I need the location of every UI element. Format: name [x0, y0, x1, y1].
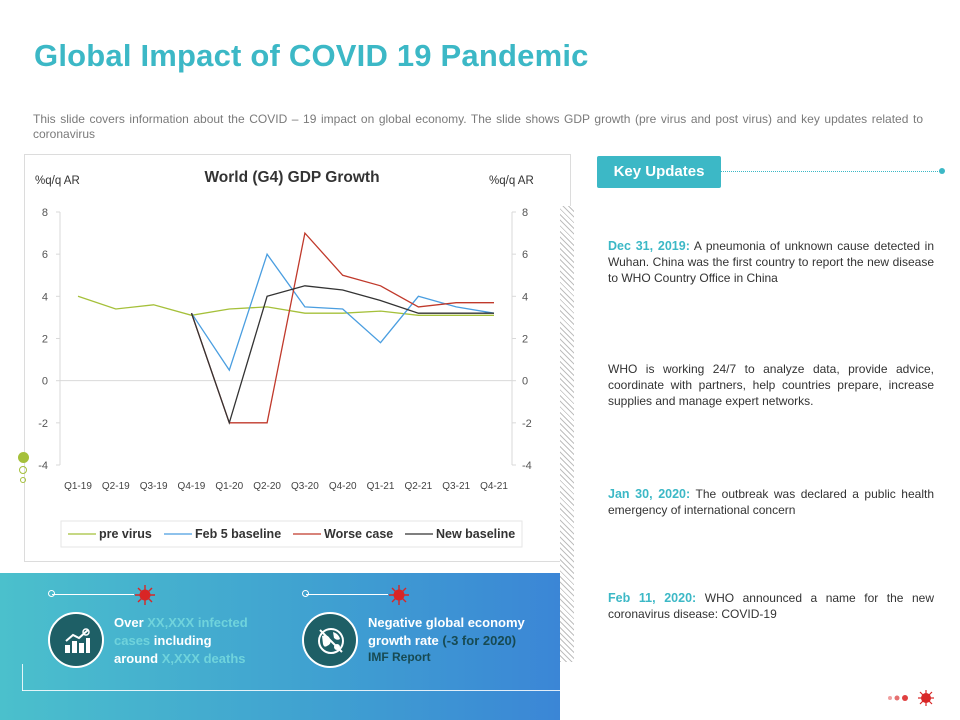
y-tick-label-right: -2 — [522, 418, 532, 430]
update-text: The outbreak was declared a public healt… — [608, 487, 934, 517]
series-line — [77, 295, 494, 316]
update-item-4: Feb 11, 2020: WHO announced a name for t… — [608, 590, 934, 622]
legend-label: Feb 5 baseline — [195, 527, 281, 541]
page-subtitle: This slide covers information about the … — [33, 112, 923, 141]
x-tick-label: Q4-21 — [480, 481, 508, 492]
series-line — [190, 252, 495, 372]
ring-marker — [302, 590, 309, 597]
key-updates-rule — [716, 171, 944, 172]
stat-text-growth-rate: growth rate — [368, 633, 439, 648]
banner-rule-right — [569, 664, 570, 691]
virus-icon — [389, 585, 409, 605]
legend-box — [60, 520, 523, 548]
update-date: Jan 30, 2020: — [608, 487, 691, 501]
update-text: WHO announced a name for the new coronav… — [608, 591, 934, 621]
series-line — [190, 285, 494, 425]
y-tick-label-right: -4 — [522, 460, 532, 472]
y-tick-label-right: 2 — [522, 334, 528, 346]
x-tick-label: Q1-20 — [215, 481, 243, 492]
stat-text-including: including — [153, 633, 212, 648]
corner-decoration — [888, 690, 934, 706]
decorative-dots — [17, 452, 29, 486]
y-tick-label-left: 2 — [42, 334, 48, 346]
update-text: WHO is working 24/7 to analyze data, pro… — [608, 362, 934, 408]
dot-large — [17, 452, 29, 463]
stat-text-source: IMF Report — [368, 650, 431, 664]
x-tick-label: Q1-21 — [367, 481, 395, 492]
page-title: Global Impact of COVID 19 Pandemic — [34, 38, 589, 73]
update-text: A pneumonia of unknown cause detected in… — [608, 239, 934, 285]
virus-icon — [135, 585, 155, 605]
banner-rule-left — [22, 664, 23, 691]
stat-text-value: (-3 for 2020) — [442, 633, 517, 648]
connector-line — [52, 594, 134, 595]
y-tick-label-right: 6 — [522, 249, 528, 261]
connector-line — [306, 594, 388, 595]
y-tick-label-left: 8 — [42, 207, 48, 219]
y-tick-label-right: 4 — [522, 291, 528, 303]
y-tick-label-left: 6 — [42, 249, 48, 261]
y-axis-label-right: %q/q AR — [489, 175, 534, 187]
key-updates-dot — [939, 168, 945, 174]
x-tick-label: Q1-19 — [64, 481, 92, 492]
stat-text-negative: Negative global economy — [368, 615, 525, 630]
dot-small — [20, 477, 26, 483]
x-tick-label: Q4-20 — [329, 481, 357, 492]
x-tick-label: Q2-20 — [253, 481, 281, 492]
y-axis-label-left: %q/q AR — [35, 175, 80, 187]
stat-economy-text: Negative global economy growth rate (-3 … — [368, 614, 556, 664]
update-item-3: Jan 30, 2020: The outbreak was declared … — [608, 486, 934, 518]
globe-virus-icon — [302, 612, 358, 668]
legend-label: Worse case — [324, 527, 393, 541]
gdp-line-chart: World (G4) GDP Growth %q/q AR %q/q AR -4 -4 -… — [35, 169, 534, 548]
update-date: Dec 31, 2019: — [608, 239, 690, 253]
banner-rule — [22, 690, 570, 691]
y-tick-label-right: 0 — [522, 376, 528, 388]
update-date: Feb 11, 2020: — [608, 591, 697, 605]
stat-text-deaths: X,XXX deaths — [161, 651, 246, 666]
hatch-divider — [560, 206, 574, 662]
y-tick-label-left: -2 — [38, 418, 48, 430]
x-tick-label: Q3-19 — [140, 481, 168, 492]
chart-title: World (G4) GDP Growth — [204, 169, 379, 186]
stat-text-over: Over — [114, 615, 144, 630]
series-line — [190, 231, 494, 424]
x-tick-label: Q4-19 — [178, 481, 206, 492]
update-item-2: WHO is working 24/7 to analyze data, pro… — [608, 361, 934, 409]
gdp-chart-panel: World (G4) GDP Growth %q/q AR %q/q AR -4 -4 -… — [24, 154, 571, 562]
key-updates-header: Key Updates — [597, 156, 721, 188]
y-tick-label-right: 8 — [522, 207, 528, 219]
ring-marker — [48, 590, 55, 597]
x-tick-label: Q2-21 — [404, 481, 432, 492]
x-tick-label: Q3-21 — [442, 481, 470, 492]
legend-label: pre virus — [99, 527, 152, 541]
y-tick-label-left: -4 — [38, 460, 48, 472]
stat-text-around: around — [114, 651, 159, 666]
chart-growth-icon — [48, 612, 104, 668]
key-updates-label: Key Updates — [613, 163, 705, 180]
y-tick-label-left: 0 — [42, 376, 48, 388]
y-tick-label-left: 4 — [42, 291, 48, 303]
stat-infected-text: Over XX,XXX infected cases including aro… — [114, 614, 314, 668]
update-item-1: Dec 31, 2019: A pneumonia of unknown cau… — [608, 238, 934, 286]
x-tick-label: Q3-20 — [291, 481, 319, 492]
stat-text-infected: XX,XXX infected — [147, 615, 248, 630]
stat-text-cases: cases — [114, 633, 151, 648]
legend-label: New baseline — [436, 527, 515, 541]
dot-medium — [19, 466, 27, 474]
x-tick-label: Q2-19 — [102, 481, 130, 492]
